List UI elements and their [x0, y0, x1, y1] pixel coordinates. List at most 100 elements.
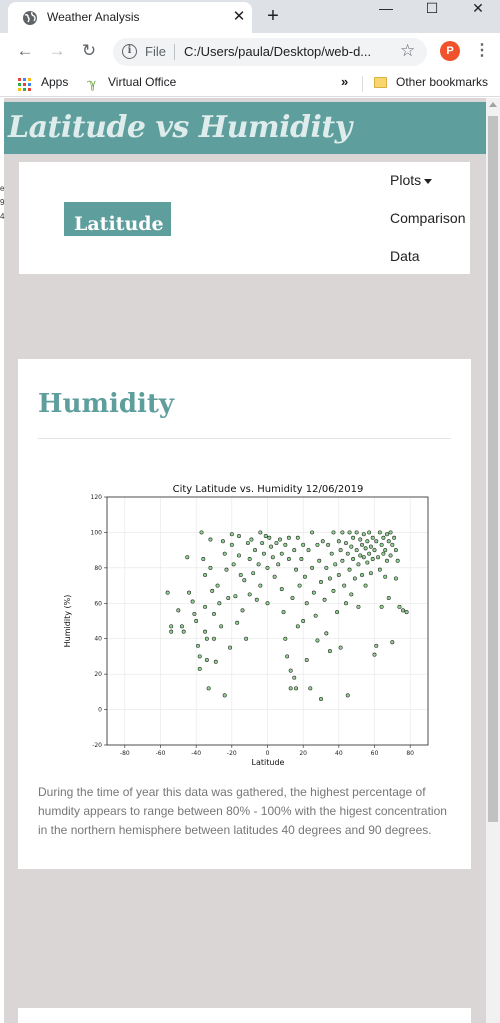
scatter-point [258, 530, 263, 535]
scatter-point [327, 576, 332, 581]
bookmark-star-icon[interactable]: ☆ [400, 41, 416, 60]
scatter-point [319, 580, 323, 585]
scatter-point [313, 613, 318, 618]
virtual-office-bookmark[interactable]: Virtual Office [108, 75, 177, 89]
scatter-point [176, 608, 181, 613]
scatter-point [317, 558, 322, 563]
scatter-point [363, 546, 368, 551]
scatter-point [338, 548, 343, 553]
scatter-point [379, 542, 384, 547]
x-tick-label: 20 [299, 750, 307, 757]
scatter-point [215, 583, 220, 588]
scatter-point [374, 539, 379, 544]
scatter-point [310, 530, 315, 535]
scatter-point [361, 555, 366, 560]
back-arrow-icon[interactable]: ← [16, 41, 34, 60]
scatter-point [301, 619, 306, 623]
page-scrollbar[interactable] [486, 98, 500, 1023]
scatter-point [304, 657, 309, 662]
scatter-point [361, 532, 366, 537]
scatter-point [311, 590, 316, 595]
scatter-point [381, 535, 386, 540]
tab-close-icon[interactable]: ✕ [232, 8, 246, 25]
folder-icon [374, 77, 387, 88]
scatter-point [292, 675, 297, 680]
window-close-icon[interactable]: ✕ [472, 0, 484, 16]
scatter-point [260, 541, 265, 546]
bookmarks-overflow-icon[interactable]: » [341, 74, 349, 89]
caret-down-icon [424, 178, 433, 184]
scatter-point [208, 537, 213, 542]
card-divider [38, 438, 451, 439]
scatter-point [288, 668, 293, 673]
scatter-point [342, 583, 347, 588]
scatter-point [336, 572, 341, 577]
x-axis-ticks: -80 -60 -40 -20 0 20 40 60 80 [120, 745, 414, 757]
scatter-point [165, 590, 170, 595]
forward-arrow-icon[interactable]: → [48, 41, 66, 60]
scatter-point [179, 624, 184, 629]
scatter-point [276, 562, 281, 567]
chart-title: City Latitude vs. Humidity 12/06/2019 [173, 484, 364, 495]
navbar-brand[interactable]: Latitude [64, 202, 171, 236]
scatter-point [365, 560, 370, 565]
scatter-point [319, 696, 323, 701]
scatter-point [233, 594, 238, 599]
scatter-point [265, 565, 270, 570]
scatter-point [212, 611, 216, 616]
more-menu-icon[interactable]: ⋮ [474, 42, 490, 59]
scatter-point [228, 645, 233, 650]
scatter-point [288, 686, 293, 691]
scatter-point [385, 558, 389, 563]
scatter-point [331, 530, 336, 535]
scatter-point [358, 537, 363, 542]
scatter-point [374, 643, 379, 648]
url-text[interactable]: C:/Users/paula/Desktop/web-d... [184, 44, 372, 59]
scatter-point [212, 636, 216, 641]
scatter-point [377, 530, 382, 535]
other-bookmarks[interactable]: Other bookmarks [396, 75, 489, 89]
scroll-up-arrow-icon[interactable] [489, 102, 497, 107]
scatter-point [192, 611, 197, 616]
scatter-point [169, 624, 174, 629]
scatter-point [315, 542, 320, 547]
scatter-point [383, 548, 388, 553]
scatter-point [187, 590, 192, 595]
scatter-point [302, 574, 307, 579]
scatter-point [253, 548, 257, 553]
new-tab-icon[interactable]: + [267, 5, 279, 27]
globe-icon [23, 11, 37, 25]
nav-plots-dropdown[interactable]: Plots [390, 172, 433, 188]
nav-comparison-link[interactable]: Comparison [390, 210, 466, 226]
scatter-point [290, 595, 295, 600]
scatter-point [238, 572, 243, 577]
apps-grid-icon[interactable] [18, 78, 32, 92]
scatter-point [299, 557, 304, 561]
scatter-point [204, 657, 209, 662]
scatter-point [386, 595, 391, 600]
scatter-point [242, 578, 247, 583]
profile-avatar[interactable]: P [440, 41, 460, 61]
scatter-point [324, 565, 329, 570]
navbar: Latitude Plots Comparison Data [19, 162, 470, 274]
scatter-point [219, 624, 224, 629]
y-axis-ticks: -20 0 20 40 60 80 100 120 [91, 494, 107, 749]
info-icon[interactable]: i [122, 44, 137, 59]
address-bar[interactable]: i File C:/Users/paula/Desktop/web-d... ☆ [113, 38, 427, 66]
scatter-point [204, 636, 209, 641]
scatter-point [356, 604, 361, 609]
nav-data-link[interactable]: Data [390, 248, 420, 264]
scroll-thumb[interactable] [488, 116, 498, 822]
browser-tab[interactable]: Weather Analysis ✕ [8, 2, 252, 33]
scatter-point [393, 576, 398, 581]
scatter-point [258, 583, 263, 588]
minimize-icon[interactable]: — [379, 0, 393, 16]
scatter-point [222, 551, 227, 556]
scatter-point [360, 572, 364, 577]
reload-icon[interactable]: ↻ [81, 41, 97, 60]
maximize-icon[interactable]: ☐ [425, 0, 439, 16]
scatter-point [208, 565, 213, 570]
scatter-point [281, 610, 286, 615]
apps-bookmark[interactable]: Apps [41, 75, 69, 89]
scatter-point [190, 599, 195, 604]
